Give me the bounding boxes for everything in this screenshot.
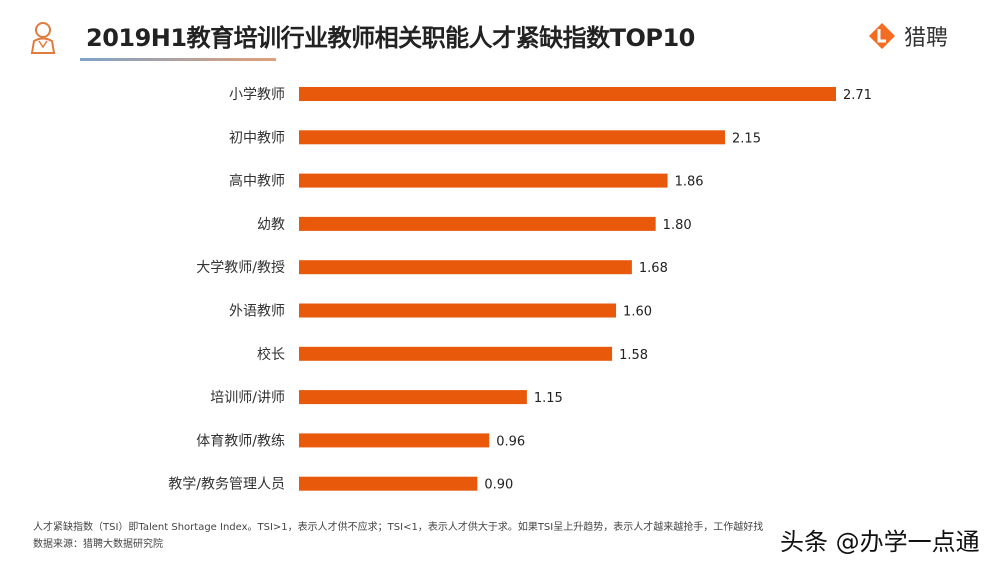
liepin-logo-icon (869, 23, 895, 49)
data-label: 0.96 (496, 434, 525, 449)
person-icon (28, 20, 58, 58)
footnote: 人才紧缺指数（TSI）即Talent Shortage Index。TSI>1，… (33, 522, 764, 533)
bar (299, 476, 478, 491)
category-label: 小学教师 (229, 87, 285, 103)
category-label: 外语教师 (229, 304, 285, 320)
data-label: 1.80 (663, 218, 692, 233)
category-label: 大学教师/教授 (196, 260, 285, 276)
category-label: 幼教 (257, 217, 285, 233)
category-label: 校长 (257, 346, 285, 363)
data-label: 1.68 (639, 261, 668, 276)
data-label: 0.90 (484, 478, 513, 493)
chart-title: 2019H1教育培训行业教师相关职能人才紧缺指数TOP10 (86, 24, 695, 52)
bar (299, 173, 668, 188)
data-label: 1.15 (534, 391, 563, 406)
bar (299, 433, 490, 448)
bar (299, 346, 613, 361)
category-label: 高中教师 (229, 173, 285, 190)
bar (299, 87, 836, 101)
bar (299, 260, 632, 275)
data-label: 2.15 (732, 131, 761, 146)
bar (299, 390, 527, 405)
bar (299, 130, 726, 145)
title-underline (80, 58, 276, 61)
category-label: 体育教师/教练 (196, 433, 285, 449)
data-source: 数据来源：猎聘大数据研究院 (33, 539, 163, 550)
bar (299, 303, 617, 318)
data-label: 1.58 (619, 348, 648, 363)
category-label: 教学/教务管理人员 (168, 477, 285, 493)
category-label: 培训师/讲师 (210, 390, 285, 406)
category-label: 初中教师 (229, 129, 285, 146)
data-label: 2.71 (843, 88, 872, 103)
logo-text: 猎聘 (904, 26, 949, 51)
data-label: 1.86 (675, 175, 704, 190)
watermark: 头条 @办学一点通 (780, 528, 980, 556)
liepin-logo: 猎聘 (868, 20, 948, 52)
bar (299, 216, 656, 231)
data-label: 1.60 (623, 305, 652, 320)
